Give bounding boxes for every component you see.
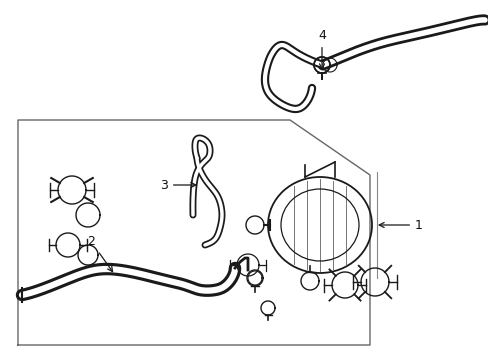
Text: 1: 1 <box>378 219 422 231</box>
Text: 3: 3 <box>160 179 195 192</box>
Text: 4: 4 <box>317 29 325 69</box>
Text: 2: 2 <box>87 235 112 271</box>
